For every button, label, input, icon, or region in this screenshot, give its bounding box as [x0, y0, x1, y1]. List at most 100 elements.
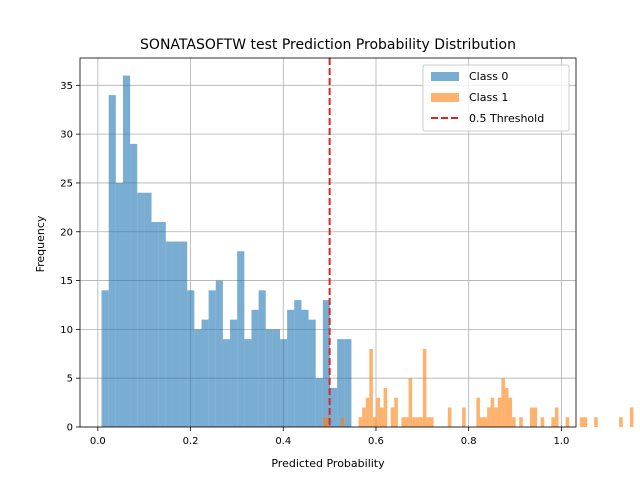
bar-class-1-bin-1	[326, 417, 331, 427]
bar-class-0-bin-19	[237, 251, 245, 427]
bar-class-0-bin-13	[194, 329, 202, 427]
bar-class-0-bin-8	[158, 222, 166, 427]
legend-class-1-label: Class 1	[469, 91, 508, 104]
legend: Class 0 Class 1 0.5 Threshold	[422, 64, 570, 132]
bar-class-0-bin-4	[130, 143, 138, 427]
bar-class-1-bin-28	[422, 348, 427, 427]
legend-class-0-swatch	[431, 72, 459, 81]
bar-class-1-bin-25	[412, 417, 416, 427]
bar-class-1-bin-46	[487, 407, 491, 427]
bar-class-1-bin-22	[401, 417, 405, 427]
bar-class-0-bin-33	[337, 339, 345, 427]
bar-class-0-bin-34	[344, 339, 352, 427]
bar-class-1-bin-14	[372, 417, 377, 427]
bar-class-0-bin-22	[258, 290, 266, 427]
bar-class-0-bin-27	[294, 300, 302, 427]
x-tick-label-2: 0.4	[275, 436, 291, 447]
y-tick-label-5: 25	[60, 178, 73, 189]
bar-class-1-bin-5	[340, 417, 345, 427]
bar-class-1-bin-35	[447, 407, 452, 427]
y-tick-label-7: 35	[60, 81, 73, 92]
bar-class-0-bin-32	[329, 387, 338, 427]
x-tick-label-3: 0.6	[368, 436, 384, 447]
bar-class-0-bin-23	[265, 329, 273, 427]
y-tick-label-4: 20	[60, 227, 73, 238]
bar-class-0-bin-21	[251, 309, 259, 427]
y-tick-label-2: 10	[60, 325, 73, 336]
x-tick-label-5: 1.0	[553, 436, 569, 447]
bar-class-1-bin-0	[322, 417, 327, 427]
legend-threshold-label: 0.5 Threshold	[469, 112, 544, 125]
bar-class-0-bin-20	[244, 339, 252, 427]
bar-class-1-bin-50	[501, 378, 505, 427]
bar-class-0-bin-18	[230, 319, 238, 427]
bar-class-0-bin-17	[222, 339, 231, 427]
y-axis-label: Frequency	[34, 215, 47, 272]
bar-class-1-bin-49	[497, 397, 502, 427]
bar-class-1-bin-10	[358, 417, 363, 427]
bar-class-0-bin-11	[180, 241, 188, 427]
legend-box	[422, 64, 570, 132]
bar-class-1-bin-45	[483, 417, 488, 427]
bar-class-1-bin-13	[369, 348, 373, 427]
bar-class-0-bin-28	[301, 309, 309, 427]
bar-class-0-bin-2	[115, 182, 123, 427]
plot-frame	[79, 57, 577, 428]
bar-class-1-bin-24	[408, 378, 413, 427]
bar-class-1-bin-51	[504, 387, 509, 427]
x-tick-label-1: 0.2	[183, 436, 199, 447]
legend-class-1-swatch	[431, 93, 459, 102]
bar-class-0-bin-29	[308, 319, 316, 427]
legend-class-0-label: Class 0	[469, 70, 508, 83]
bar-class-0-bin-9	[165, 241, 173, 427]
bar-class-0-bin-14	[201, 319, 209, 427]
bar-class-1-bin-73	[583, 417, 588, 427]
bar-class-1-bin-12	[365, 397, 370, 427]
bar-class-0-bin-3	[122, 75, 131, 428]
histogram-bars	[101, 75, 634, 428]
bar-class-1-bin-61	[540, 417, 545, 427]
bar-class-1-bin-64	[551, 417, 555, 427]
bar-class-1-bin-44	[479, 417, 484, 427]
bar-class-1-bin-17	[383, 387, 388, 427]
bar-class-0-bin-1	[108, 95, 116, 427]
bar-class-0-bin-7	[151, 222, 159, 427]
chart-title: SONATASOFTW test Prediction Probability …	[140, 37, 516, 53]
y-tick-label-6: 30	[60, 130, 73, 141]
bar-class-1-bin-30	[429, 417, 434, 427]
bar-class-1-bin-11	[362, 407, 366, 427]
bar-class-1-bin-58	[529, 407, 534, 427]
bar-class-1-bin-27	[419, 417, 423, 427]
x-axis-label: Predicted Probability	[271, 457, 385, 470]
bar-class-1-bin-76	[594, 417, 598, 427]
y-tick-label-3: 15	[60, 276, 73, 287]
bar-class-0-bin-6	[144, 192, 152, 427]
bar-class-0-bin-26	[287, 309, 295, 427]
bar-class-1-bin-48	[494, 407, 498, 427]
y-tick-label-0: 0	[67, 423, 73, 434]
bar-class-0-bin-25	[280, 339, 288, 427]
bar-class-0-bin-5	[137, 192, 145, 427]
bar-class-1-bin-29	[426, 417, 430, 427]
bar-class-1-bin-68	[565, 417, 570, 427]
x-tick-label-0: 0.0	[90, 436, 106, 447]
bar-class-0-bin-31	[322, 300, 330, 427]
bar-class-1-bin-86	[629, 407, 634, 427]
bar-class-1-bin-15	[376, 397, 381, 427]
bar-class-0-bin-10	[172, 241, 181, 427]
y-tick-label-1: 5	[67, 374, 73, 385]
bar-class-1-bin-72	[579, 417, 584, 427]
bar-class-1-bin-59	[533, 407, 538, 427]
x-tick-label-4: 0.8	[461, 436, 477, 447]
bar-class-1-bin-53	[512, 417, 516, 427]
bar-class-1-bin-47	[490, 397, 495, 427]
bar-class-1-bin-52	[508, 397, 513, 427]
axes: 0.0 0.2 0.4 0.6 0.8 1.0 0 5 10 15 20 25 30 35	[60, 57, 577, 447]
bar-class-0-bin-0	[101, 290, 109, 427]
bar-class-1-bin-65	[554, 407, 559, 427]
bar-class-0-bin-16	[215, 280, 223, 427]
bar-class-0-bin-12	[187, 290, 195, 427]
bar-class-1-bin-20	[394, 397, 398, 427]
bar-class-1-bin-19	[390, 407, 395, 427]
